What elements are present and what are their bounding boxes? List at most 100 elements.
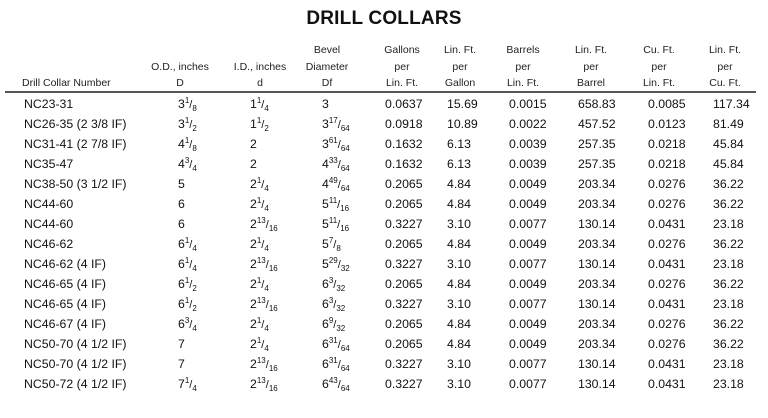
table-row: NC46-65 (4 IF) 61/2 213/16 63/32 0.3227 3.10 0… [0, 294, 768, 314]
cell-number: NC46-62 [24, 237, 74, 251]
table-row: NC31-41 (2 7/8 IF) 41/8 2 361/64 0.1632 6.13 0… [0, 134, 768, 154]
cell-od: 5 [178, 177, 185, 191]
cell-ft_per_gal: 15.69 [447, 97, 478, 111]
cell-od: 63/4 [178, 316, 197, 333]
cell-bevel: 449/64 [322, 176, 350, 193]
cell-ft_per_gal: 3.10 [447, 377, 471, 391]
table-row: NC50-70 (4 1/2 IF) 7 213/16 631/64 0.3227 3.1… [0, 354, 768, 374]
cell-ft_per_cuft: 45.84 [713, 157, 744, 171]
cell-ft_per_gal: 6.13 [447, 137, 471, 151]
table-row: NC46-62 61/4 21/4 57/8 0.2065 4.84 0.0049 203.3… [0, 234, 768, 254]
cell-id: 21/4 [250, 236, 269, 253]
table-row: NC46-65 (4 IF) 61/2 21/4 63/32 0.2065 4.84 0.0… [0, 274, 768, 294]
column-header-line: per [452, 60, 468, 73]
table-row: NC44-60 6 213/16 511/16 0.3227 3.10 0.0077 130.… [0, 214, 768, 234]
column-header-line: Df [321, 77, 333, 89]
cell-od: 31/2 [178, 116, 197, 133]
column-header-line: Lin. Ft. [642, 77, 676, 89]
cell-id: 2 [250, 157, 257, 171]
cell-ft_per_bbl: 658.83 [578, 97, 616, 111]
cell-number: NC26-35 (2 3/8 IF) [24, 117, 127, 131]
column-header-line: per [394, 60, 410, 73]
cell-ft_per_cuft: 23.18 [713, 257, 744, 271]
cell-cuft_per_ft: 0.0085 [648, 97, 686, 111]
cell-gal_per_ft: 0.3227 [385, 297, 423, 311]
cell-ft_per_bbl: 457.52 [578, 117, 616, 131]
table-row: NC46-62 (4 IF) 61/4 213/16 529/32 0.3227 3.10… [0, 254, 768, 274]
cell-gal_per_ft: 0.2065 [385, 277, 423, 291]
column-header-gal_per_ft: Gallons per Lin. Ft. [368, 42, 436, 92]
cell-number: NC46-62 (4 IF) [24, 257, 107, 271]
cell-ft_per_cuft: 36.22 [713, 317, 744, 331]
table-row: NC50-70 (4 1/2 IF) 7 21/4 631/64 0.2065 4.84 0… [0, 334, 768, 354]
table-row: NC35-47 43/4 2 433/64 0.1632 6.13 0.0039 257.35… [0, 154, 768, 174]
cell-cuft_per_ft: 0.0123 [648, 117, 686, 131]
cell-od: 43/4 [178, 156, 197, 173]
cell-ft_per_bbl: 203.34 [578, 177, 616, 191]
column-header-line: Lin. Ft. [506, 77, 540, 89]
cell-cuft_per_ft: 0.0431 [648, 217, 686, 231]
cell-ft_per_gal: 4.84 [447, 277, 471, 291]
cell-bbl_per_ft: 0.0077 [509, 217, 547, 231]
cell-id: 21/4 [250, 276, 269, 293]
cell-od: 7 [178, 337, 185, 351]
cell-ft_per_cuft: 23.18 [713, 217, 744, 231]
cell-ft_per_gal: 4.84 [447, 197, 471, 211]
cell-ft_per_gal: 3.10 [447, 357, 471, 371]
cell-number: NC46-65 (4 IF) [24, 297, 107, 311]
cell-bbl_per_ft: 0.0039 [509, 157, 547, 171]
cell-cuft_per_ft: 0.0218 [648, 157, 686, 171]
column-header-line: Bevel [313, 44, 341, 56]
cell-cuft_per_ft: 0.0431 [648, 357, 686, 371]
cell-od: 31/8 [178, 96, 197, 113]
cell-cuft_per_ft: 0.0276 [648, 277, 686, 291]
cell-ft_per_bbl: 203.34 [578, 197, 616, 211]
cell-cuft_per_ft: 0.0276 [648, 237, 686, 251]
column-header-line: O.D., inches [151, 60, 209, 73]
column-header-line [140, 42, 220, 59]
table-row: NC50-72 (4 1/2 IF) 71/4 213/16 643/64 0.3227… [0, 374, 768, 394]
cell-ft_per_gal: 4.84 [447, 237, 471, 251]
column-header-line: Cu. Ft. [709, 77, 741, 89]
column-header-line: per [583, 60, 599, 73]
cell-od: 6 [178, 217, 185, 231]
column-header-line: Drill Collar Number [22, 77, 111, 89]
cell-number: NC50-70 (4 1/2 IF) [24, 337, 127, 351]
cell-gal_per_ft: 0.3227 [385, 217, 423, 231]
cell-bbl_per_ft: 0.0015 [509, 97, 547, 111]
cell-gal_per_ft: 0.2065 [385, 317, 423, 331]
column-header-line: per [717, 60, 733, 73]
cell-ft_per_bbl: 203.34 [578, 237, 616, 251]
cell-number: NC50-72 (4 1/2 IF) [24, 377, 127, 391]
cell-id: 213/16 [250, 356, 278, 373]
cell-ft_per_cuft: 23.18 [713, 377, 744, 391]
cell-ft_per_cuft: 23.18 [713, 357, 744, 371]
cell-cuft_per_ft: 0.0276 [648, 177, 686, 191]
cell-bbl_per_ft: 0.0049 [509, 317, 547, 331]
cell-bevel: 631/64 [322, 336, 350, 353]
column-header-line: Cu. Ft. [643, 44, 675, 56]
cell-number: NC31-41 (2 7/8 IF) [24, 137, 127, 151]
column-header-ft_per_bbl: Lin. Ft. per Barrel [556, 42, 626, 92]
column-header-number: Drill Collar Number [22, 42, 172, 92]
cell-gal_per_ft: 0.3227 [385, 357, 423, 371]
column-header-line: Barrels [506, 44, 540, 56]
cell-ft_per_gal: 3.10 [447, 257, 471, 271]
cell-id: 213/16 [250, 216, 278, 233]
cell-bevel: 643/64 [322, 376, 350, 393]
cell-number: NC46-65 (4 IF) [24, 277, 107, 291]
cell-gal_per_ft: 0.2065 [385, 237, 423, 251]
cell-bevel: 69/32 [322, 316, 346, 333]
cell-od: 41/8 [178, 136, 197, 153]
cell-bevel: 3 [322, 97, 329, 111]
column-header-line: Lin. Ft. [574, 44, 608, 56]
cell-gal_per_ft: 0.0637 [385, 97, 423, 111]
cell-bbl_per_ft: 0.0049 [509, 197, 547, 211]
cell-cuft_per_ft: 0.0276 [648, 317, 686, 331]
table-row: NC26-35 (2 3/8 IF) 31/2 11/2 317/64 0.0918 10… [0, 114, 768, 134]
cell-gal_per_ft: 0.0918 [385, 117, 423, 131]
cell-od: 61/2 [178, 296, 197, 313]
cell-od: 6 [178, 197, 185, 211]
table-row: NC23-31 31/8 11/4 3 0.0637 15.69 0.0015 658.83 0… [0, 94, 768, 114]
cell-bbl_per_ft: 0.0077 [509, 297, 547, 311]
